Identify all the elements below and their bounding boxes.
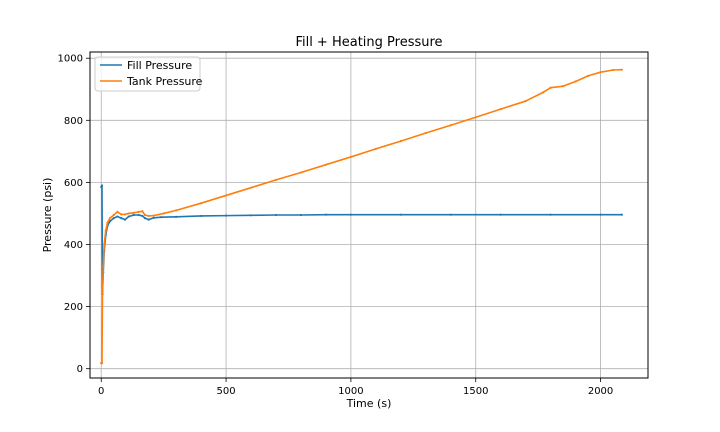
data-point <box>562 85 565 88</box>
data-point <box>586 74 590 78</box>
data-point <box>224 214 228 217</box>
plot-frame <box>89 51 649 379</box>
data-point <box>120 213 123 216</box>
x-tick-label: 2000 <box>588 386 613 397</box>
data-point <box>549 86 552 89</box>
data-point <box>542 91 545 94</box>
data-point <box>160 216 163 219</box>
data-point <box>147 218 150 221</box>
data-point <box>224 194 228 197</box>
y-axis-label: Pressure (psi) <box>41 178 54 253</box>
data-point <box>123 218 127 221</box>
data-point <box>102 265 105 268</box>
data-point <box>249 214 253 217</box>
data-point <box>137 213 140 217</box>
data-point <box>200 214 203 218</box>
data-point <box>620 213 623 216</box>
data-point <box>349 155 352 159</box>
data-point <box>127 215 130 218</box>
data-point <box>499 213 502 216</box>
data-point <box>147 214 150 218</box>
axis-ticks: 0 500 1000 1500 2000 0 200 400 600 800 1000 <box>58 54 614 397</box>
data-point <box>349 213 352 216</box>
data-point <box>104 229 107 232</box>
data-point <box>299 213 303 217</box>
data-point <box>599 213 602 216</box>
data-point <box>120 217 123 220</box>
x-tick-label: 1000 <box>338 386 363 397</box>
y-tick-label: 600 <box>64 178 83 189</box>
data-point <box>324 213 328 216</box>
y-tick-label: 400 <box>64 240 83 251</box>
data-point <box>100 184 104 187</box>
data-point <box>127 212 130 215</box>
data-point <box>449 124 452 127</box>
data-point <box>106 221 109 224</box>
x-tick-label: 0 <box>98 386 104 397</box>
legend-label-fill-pressure: Fill Pressure <box>127 59 192 72</box>
data-point <box>399 140 402 143</box>
data-point <box>101 293 104 296</box>
data-point <box>599 71 602 74</box>
data-point <box>449 213 452 216</box>
data-point <box>103 243 106 246</box>
data-point <box>399 213 402 216</box>
data-point <box>112 213 115 217</box>
x-axis-label: Time (s) <box>346 397 392 410</box>
data-point <box>137 210 140 213</box>
data-point <box>123 213 127 216</box>
data-point <box>141 214 144 218</box>
data-point <box>524 99 527 103</box>
y-tick-label: 0 <box>77 364 83 375</box>
data-point <box>574 80 577 83</box>
x-tick-label: 500 <box>217 386 236 397</box>
data-point <box>611 68 615 72</box>
chart-title: Fill + Heating Pressure <box>295 35 442 50</box>
data-point <box>549 213 552 216</box>
legend-label-tank-pressure: Tank Pressure <box>126 75 203 88</box>
data-point <box>100 361 104 365</box>
series-layer <box>100 68 623 365</box>
data-point <box>499 108 502 111</box>
y-tick-label: 1000 <box>58 54 83 65</box>
data-point <box>474 116 477 119</box>
data-point <box>143 213 147 217</box>
data-point <box>620 68 623 71</box>
data-point <box>324 163 328 166</box>
data-point <box>162 212 165 215</box>
data-point <box>424 131 427 135</box>
data-point <box>141 210 144 213</box>
data-point <box>249 186 253 189</box>
y-tick-label: 200 <box>64 302 83 313</box>
data-point <box>116 215 119 218</box>
data-point <box>274 213 278 217</box>
data-point <box>299 171 303 174</box>
data-point <box>143 217 147 220</box>
data-point <box>175 209 178 212</box>
data-point <box>112 217 115 220</box>
data-point <box>116 210 119 213</box>
data-point <box>132 211 135 214</box>
data-point <box>200 202 203 205</box>
data-point <box>108 217 112 220</box>
data-point <box>152 216 155 219</box>
x-tick-label: 1500 <box>463 386 488 397</box>
legend: Fill Pressure Tank Pressure <box>94 56 203 92</box>
data-point <box>175 215 178 218</box>
data-point <box>274 178 278 182</box>
data-point <box>374 147 377 150</box>
data-point <box>132 213 135 217</box>
data-point <box>152 214 155 217</box>
y-tick-label: 800 <box>64 116 83 127</box>
